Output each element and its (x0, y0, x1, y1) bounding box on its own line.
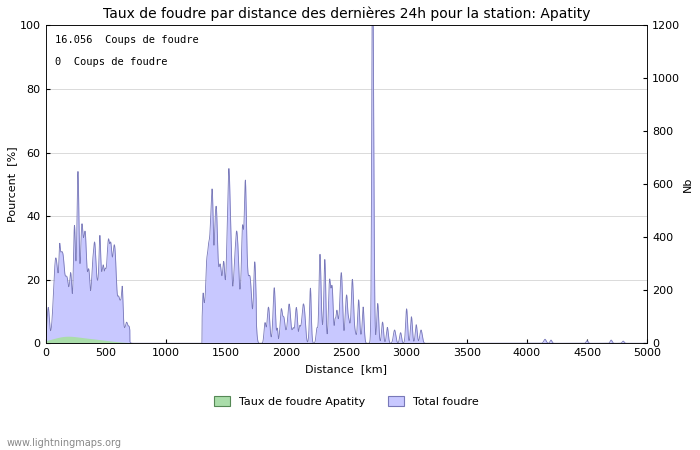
Legend: Taux de foudre Apatity, Total foudre: Taux de foudre Apatity, Total foudre (214, 396, 479, 407)
Text: 16.056  Coups de foudre: 16.056 Coups de foudre (55, 35, 198, 45)
Text: www.lightningmaps.org: www.lightningmaps.org (7, 438, 122, 448)
Title: Taux de foudre par distance des dernières 24h pour la station: Apatity: Taux de foudre par distance des dernière… (103, 7, 590, 22)
Text: 0  Coups de foudre: 0 Coups de foudre (55, 57, 167, 67)
X-axis label: Distance  [km]: Distance [km] (305, 364, 387, 374)
Y-axis label: Pourcent  [%]: Pourcent [%] (7, 147, 17, 222)
Y-axis label: Nb: Nb (683, 177, 693, 192)
